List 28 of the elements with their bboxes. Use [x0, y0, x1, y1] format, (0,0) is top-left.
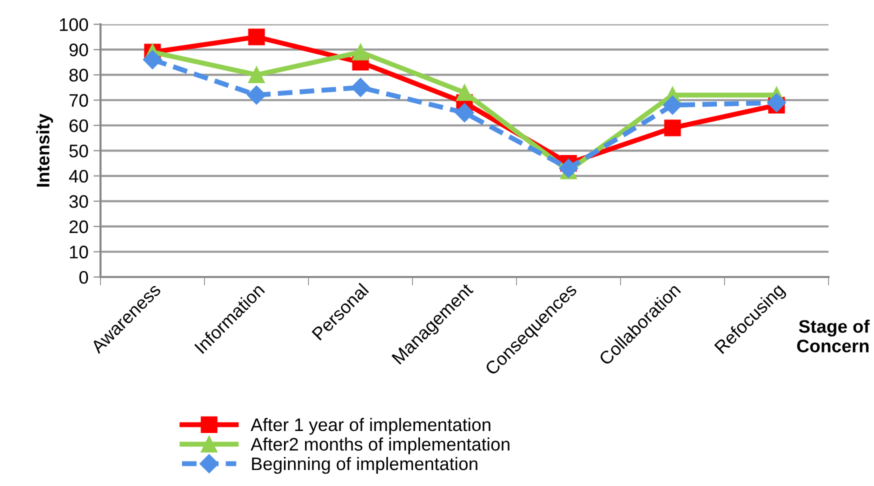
y-tick-label: 40 [69, 170, 88, 183]
point [352, 44, 369, 60]
point [454, 103, 474, 122]
point [142, 50, 162, 70]
legend-label: Beginning of implementation [252, 456, 478, 474]
point [663, 96, 682, 115]
y-tick-label: 10 [70, 246, 88, 258]
y-tick-label: 80 [69, 68, 88, 82]
y-tick-label: 50 [69, 144, 88, 158]
y-tick-label: 70 [70, 94, 88, 107]
point [559, 158, 578, 178]
x-axis-title: Stage of Concern [797, 320, 870, 352]
y-tick-label: 90 [69, 44, 88, 56]
y-tick-label: 30 [69, 195, 88, 208]
legend-label: After2 months of implementation [250, 437, 510, 454]
point [248, 28, 265, 46]
y-tick-label: 20 [70, 220, 88, 234]
point [246, 86, 266, 105]
y-tick-label: 0 [79, 270, 88, 284]
point [350, 78, 370, 98]
y-tick-label: 60 [70, 119, 88, 132]
point [248, 66, 265, 84]
point [456, 84, 473, 101]
point [664, 120, 681, 136]
y-tick-label: 100 [60, 18, 88, 32]
legend-label: After 1 year of implementation [250, 418, 490, 435]
y-axis-title: Intensity [36, 114, 54, 187]
point [767, 93, 786, 112]
